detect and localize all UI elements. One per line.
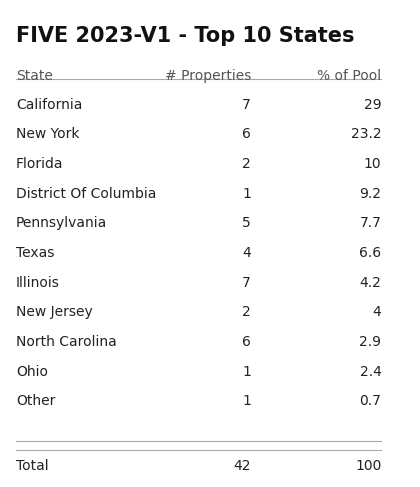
Text: 6: 6 — [242, 127, 251, 141]
Text: North Carolina: North Carolina — [16, 335, 117, 349]
Text: 4.2: 4.2 — [360, 276, 381, 290]
Text: 10: 10 — [364, 157, 381, 171]
Text: New Jersey: New Jersey — [16, 305, 92, 319]
Text: 4: 4 — [242, 246, 251, 260]
Text: 6.6: 6.6 — [359, 246, 381, 260]
Text: 42: 42 — [234, 459, 251, 473]
Text: 7: 7 — [242, 97, 251, 112]
Text: 5: 5 — [242, 216, 251, 230]
Text: Illinois: Illinois — [16, 276, 60, 290]
Text: 1: 1 — [242, 394, 251, 408]
Text: 100: 100 — [355, 459, 381, 473]
Text: 4: 4 — [373, 305, 381, 319]
Text: 2: 2 — [242, 305, 251, 319]
Text: FIVE 2023-V1 - Top 10 States: FIVE 2023-V1 - Top 10 States — [16, 26, 354, 46]
Text: 1: 1 — [242, 187, 251, 201]
Text: 0.7: 0.7 — [360, 394, 381, 408]
Text: 7.7: 7.7 — [360, 216, 381, 230]
Text: 6: 6 — [242, 335, 251, 349]
Text: Ohio: Ohio — [16, 365, 48, 378]
Text: 2.4: 2.4 — [360, 365, 381, 378]
Text: Total: Total — [16, 459, 48, 473]
Text: California: California — [16, 97, 82, 112]
Text: State: State — [16, 69, 52, 83]
Text: Pennsylvania: Pennsylvania — [16, 216, 107, 230]
Text: 2.9: 2.9 — [360, 335, 381, 349]
Text: 29: 29 — [364, 97, 381, 112]
Text: 9.2: 9.2 — [360, 187, 381, 201]
Text: 7: 7 — [242, 276, 251, 290]
Text: 1: 1 — [242, 365, 251, 378]
Text: New York: New York — [16, 127, 79, 141]
Text: 2: 2 — [242, 157, 251, 171]
Text: Other: Other — [16, 394, 55, 408]
Text: 23.2: 23.2 — [351, 127, 381, 141]
Text: Texas: Texas — [16, 246, 54, 260]
Text: # Properties: # Properties — [165, 69, 251, 83]
Text: District Of Columbia: District Of Columbia — [16, 187, 156, 201]
Text: Florida: Florida — [16, 157, 63, 171]
Text: % of Pool: % of Pool — [317, 69, 381, 83]
